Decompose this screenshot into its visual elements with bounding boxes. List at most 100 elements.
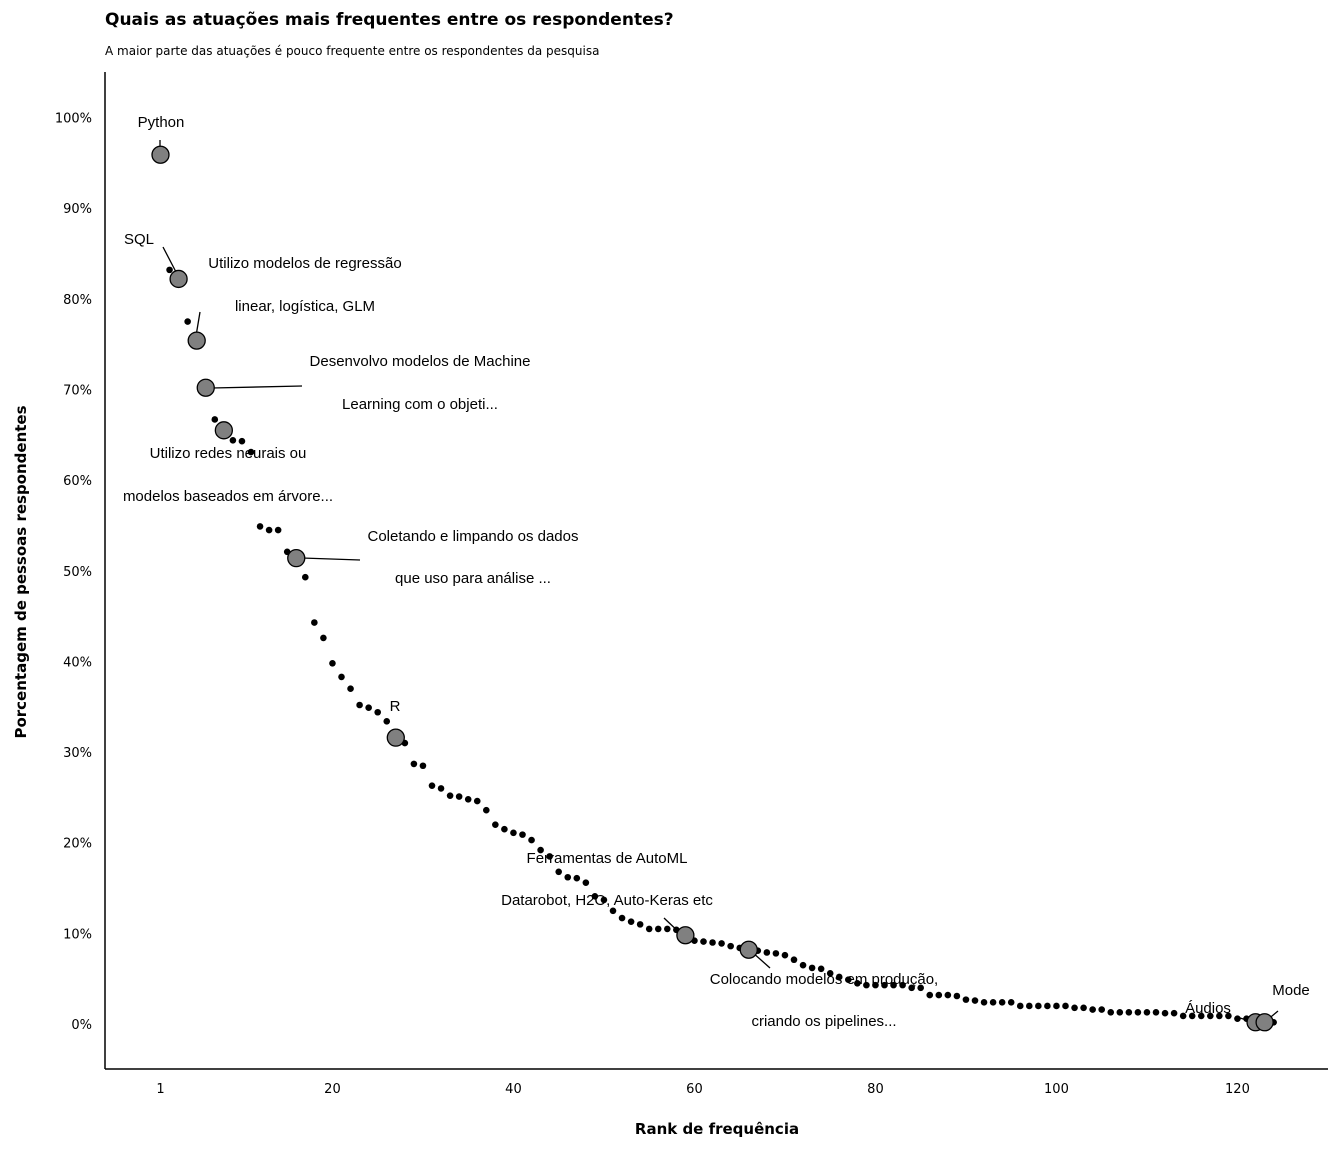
data-point [1170, 1009, 1178, 1017]
highlight-point [739, 940, 758, 959]
y-tick-label: 0% [71, 1018, 92, 1033]
annotation-label: Coletando e limpando os dados [368, 528, 579, 545]
data-point [1098, 1006, 1105, 1013]
data-point [229, 437, 237, 444]
data-point [908, 984, 915, 992]
annotation-label: Learning com o objeti... [342, 396, 498, 413]
y-axis-title: Porcentagem de pessoas respondentes [12, 405, 30, 738]
data-point [1035, 1002, 1042, 1010]
data-point [446, 792, 454, 799]
data-point [609, 907, 617, 915]
x-tick-label: 40 [505, 1082, 522, 1097]
annotation-label: modelos baseados em árvore... [123, 488, 333, 505]
data-point [365, 704, 372, 712]
data-point [790, 956, 798, 964]
highlight-point [386, 728, 405, 747]
data-point [727, 942, 734, 950]
data-point [700, 938, 707, 945]
data-point [1161, 1009, 1169, 1017]
data-point [1188, 1012, 1196, 1020]
data-point [1062, 1002, 1069, 1010]
data-point [917, 984, 924, 992]
data-point [962, 996, 970, 1003]
data-point [166, 266, 173, 274]
data-point [184, 318, 191, 325]
annotation-label: SQL [124, 231, 154, 248]
data-point [1234, 1015, 1241, 1022]
data-point [1197, 1012, 1205, 1020]
annotation-label: que uso para análise ... [395, 570, 551, 587]
data-point [419, 762, 427, 770]
data-point [473, 797, 481, 805]
data-point [329, 660, 336, 667]
data-point [872, 981, 879, 989]
data-point [1044, 1002, 1051, 1010]
highlight-point [187, 331, 206, 350]
data-point [1016, 1002, 1024, 1010]
data-point [311, 619, 318, 626]
x-tick-label: 1 [156, 1082, 164, 1097]
data-point [564, 873, 572, 881]
highlight-point [287, 549, 306, 568]
annotation-label: linear, logística, GLM [235, 298, 375, 315]
data-point [1152, 1009, 1160, 1016]
chart-title: Quais as atuações mais frequentes entre … [105, 10, 674, 30]
y-tick-label: 100% [55, 112, 92, 127]
data-point [899, 981, 906, 989]
data-point [808, 964, 816, 972]
annotation-label: Desenvolvo modelos de Machine [310, 353, 531, 370]
data-point [265, 526, 273, 534]
data-point [935, 991, 943, 999]
annotation-leader [211, 385, 303, 389]
y-tick-label: 50% [63, 565, 92, 580]
data-point [302, 573, 309, 581]
highlight-point [676, 926, 695, 945]
data-point [1053, 1002, 1060, 1010]
highlight-point [151, 145, 170, 164]
data-point [238, 437, 246, 445]
x-tick-label: 60 [686, 1082, 703, 1097]
annotation-label: criando os pipelines... [751, 1013, 896, 1030]
highlight-point [196, 378, 215, 397]
data-point [881, 981, 888, 989]
highlight-point [214, 421, 234, 440]
data-point [1007, 999, 1015, 1006]
data-point [980, 999, 988, 1006]
annotation-label: Mode [1272, 982, 1310, 999]
annotation-label: Áudios [1185, 1000, 1231, 1017]
y-tick-label: 70% [63, 383, 92, 398]
data-point [1116, 1009, 1124, 1016]
data-point [944, 991, 952, 999]
data-point [1071, 1004, 1078, 1012]
annotation-label: Ferramentas de AutoML [527, 850, 688, 867]
data-point [1125, 1009, 1133, 1016]
data-point [573, 874, 581, 882]
data-point [664, 925, 671, 933]
annotation-leader [162, 246, 177, 273]
data-point [826, 970, 834, 977]
data-point [600, 896, 608, 904]
data-point [845, 976, 852, 983]
annotation-leaders [159, 140, 1279, 1023]
x-tick-label: 20 [324, 1082, 341, 1097]
data-point [211, 416, 219, 423]
data-point [256, 523, 264, 530]
data-point [410, 760, 418, 768]
data-point [483, 806, 490, 814]
highlight-points [151, 145, 1274, 1032]
y-tick-label: 40% [63, 655, 92, 670]
data-point [274, 526, 282, 534]
data-point [1134, 1009, 1142, 1016]
x-axis-ticks: 1 20 40 60 80 100 120 [156, 1082, 1250, 1097]
data-point [546, 853, 553, 860]
data-point [320, 634, 327, 642]
data-point [835, 973, 843, 981]
data-point [709, 939, 716, 946]
annotation-leader [301, 557, 361, 561]
data-point [971, 997, 979, 1004]
data-point [428, 782, 436, 789]
data-point [799, 961, 807, 969]
data-point [555, 868, 562, 876]
data-point [1225, 1012, 1232, 1020]
